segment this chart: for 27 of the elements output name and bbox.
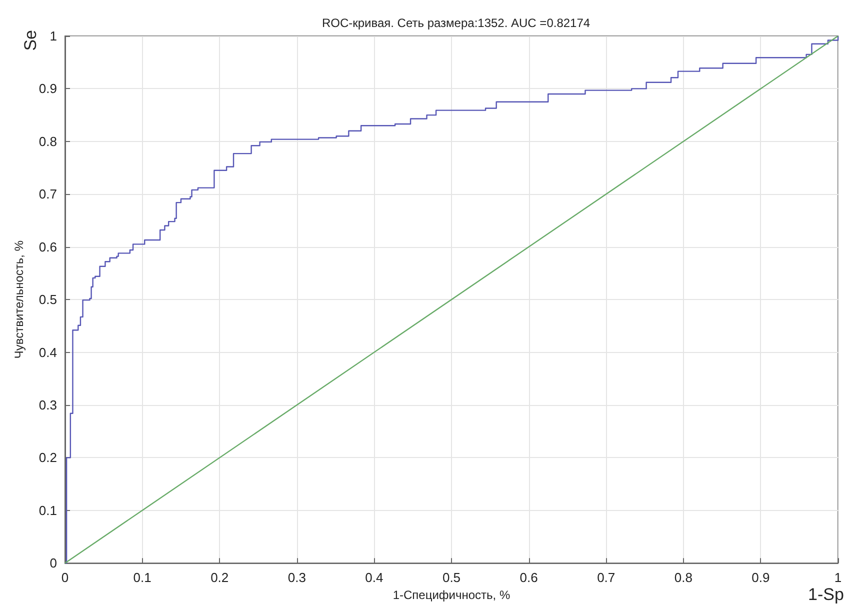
y-tick-label: 0.1 — [38, 502, 57, 518]
x-tick-label: 0.9 — [752, 570, 770, 586]
x-axis-title: 1-Специфичность, % — [392, 588, 510, 602]
y-tick-label: 0.3 — [38, 397, 57, 412]
x-tick-label: 0.8 — [674, 570, 692, 586]
text: 1-Sp — [808, 585, 844, 604]
text: Se — [21, 30, 40, 51]
y-tick-label: 1 — [50, 28, 57, 44]
x-tick-label: 0.4 — [365, 570, 384, 586]
y-tick-label: 0 — [50, 556, 57, 571]
x-tick-label: 0 — [61, 570, 69, 586]
x-tick-label: 0.1 — [133, 570, 152, 586]
x-tick-label: 0.3 — [288, 570, 306, 586]
y-tick-label: 0.7 — [38, 186, 57, 202]
y-tick-label: 0.4 — [38, 344, 57, 360]
y-axis-title: Чувствительность, % — [12, 240, 26, 359]
x-tick-label: 1 — [834, 570, 842, 586]
x-tick-label: 0.5 — [442, 570, 461, 586]
y-tick-label: 0.6 — [38, 239, 57, 254]
x-tick-label: 0.7 — [597, 570, 616, 586]
chart-title: ROC-кривая. Сеть размера:1352. AUC =0.82174 — [322, 16, 590, 30]
y-tick-label: 0.5 — [38, 292, 57, 308]
x-tick-label: 0.2 — [210, 570, 229, 586]
y-tick-label: 0.9 — [38, 81, 57, 96]
y-tick-label: 0.2 — [38, 450, 57, 466]
x-tick-label: 0.6 — [520, 570, 538, 586]
y-tick-label: 0.8 — [38, 134, 57, 149]
